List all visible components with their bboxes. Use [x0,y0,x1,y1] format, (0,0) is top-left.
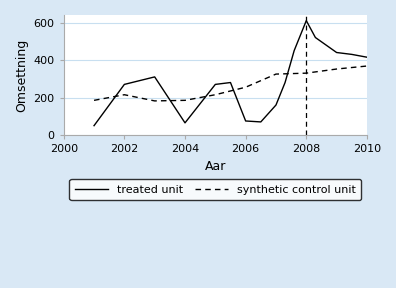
Y-axis label: Omsettning: Omsettning [15,38,28,112]
Legend: treated unit, synthetic control unit: treated unit, synthetic control unit [69,179,361,200]
X-axis label: Aar: Aar [205,160,226,173]
